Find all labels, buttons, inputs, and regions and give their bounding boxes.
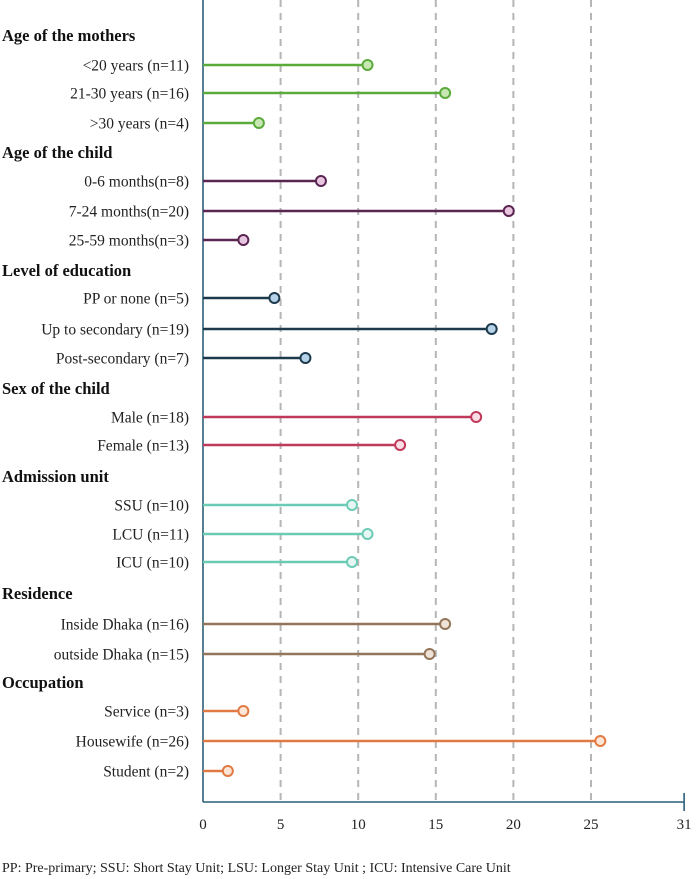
x-tick-label: 20: [506, 817, 521, 833]
category-label: SSU (n=10): [114, 498, 189, 515]
lollipop-point: [502, 205, 515, 217]
lollipop-point: [470, 411, 483, 423]
lollipop-point: [345, 556, 358, 568]
category-label: 21-30 years (n=16): [70, 86, 189, 103]
x-tick-label: 5: [277, 817, 285, 833]
category-label: Housewife (n=26): [76, 734, 189, 751]
category-label: Post-secondary (n=7): [56, 351, 189, 368]
group-title: Sex of the child: [2, 379, 110, 398]
category-label: outside Dhaka (n=15): [54, 647, 189, 664]
lollipop-point: [439, 87, 452, 99]
lollipop-point: [221, 765, 234, 777]
group-title: Admission unit: [2, 467, 109, 486]
category-label: <20 years (n=11): [83, 58, 189, 75]
category-label: Up to secondary (n=19): [41, 322, 189, 339]
category-label: 0-6 months(n=8): [84, 174, 189, 191]
lollipop-point: [237, 234, 250, 246]
category-label: Female (n=13): [97, 438, 189, 455]
category-label: PP or none (n=5): [83, 291, 189, 308]
group-title: Age of the child: [2, 143, 112, 162]
x-tick-label: 25: [584, 817, 599, 833]
x-tick-label: 31: [677, 817, 692, 833]
category-label: Service (n=3): [104, 704, 189, 721]
category-label: ICU (n=10): [116, 555, 189, 572]
group-title: Occupation: [2, 673, 84, 692]
group-title: Level of education: [2, 261, 131, 280]
category-label: 25-59 months(n=3): [69, 233, 189, 250]
footnote: PP: Pre-primary; SSU: Short Stay Unit; L…: [2, 861, 511, 876]
lollipop-point: [237, 705, 250, 717]
lollipop-point: [252, 117, 265, 129]
category-label: Inside Dhaka (n=16): [61, 617, 189, 634]
group-title: Age of the mothers: [2, 26, 136, 45]
category-label: Male (n=18): [111, 410, 189, 427]
lollipop-point: [314, 175, 327, 187]
lollipop-point: [361, 59, 374, 71]
category-label: Student (n=2): [103, 764, 189, 781]
x-tick-label: 10: [351, 817, 366, 833]
lollipop-point: [394, 439, 407, 451]
lollipop-point: [439, 618, 452, 630]
group-title: Residence: [2, 584, 73, 603]
lollipop-point: [299, 352, 312, 364]
lollipop-point: [485, 323, 498, 335]
category-label: >30 years (n=4): [90, 116, 189, 133]
lollipop-point: [423, 648, 436, 660]
x-tick-label: 0: [199, 817, 207, 833]
x-tick-label: 15: [428, 817, 443, 833]
lollipop-point: [345, 499, 358, 511]
lollipop-point: [361, 528, 374, 540]
category-label: 7-24 months(n=20): [69, 204, 189, 221]
lollipop-point: [268, 292, 281, 304]
lollipop-point: [594, 735, 607, 747]
category-label: LCU (n=11): [112, 527, 189, 544]
